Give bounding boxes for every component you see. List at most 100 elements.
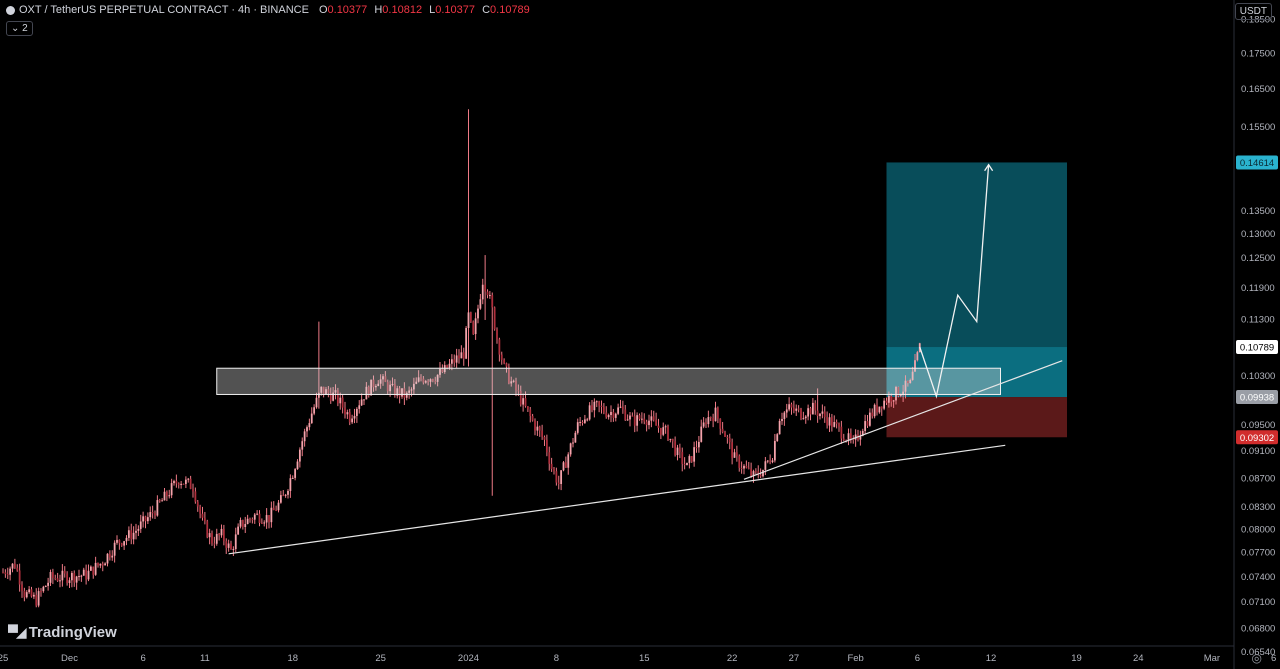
candle-body — [189, 478, 192, 489]
price-tick-label: 0.07400 — [1241, 572, 1275, 583]
tradingview-logo[interactable]: ▀◢ TradingView — [8, 624, 117, 641]
candle-body — [303, 431, 306, 442]
candle-body — [360, 399, 363, 406]
candle-body — [272, 507, 275, 511]
candle-body — [726, 436, 729, 438]
rising-trendline[interactable] — [743, 360, 1063, 480]
candle-body — [434, 381, 437, 383]
candle-body — [821, 411, 824, 414]
candle-body — [493, 307, 496, 330]
candle-body — [823, 411, 826, 418]
candle-body — [234, 534, 237, 550]
price-tick-label: 0.11900 — [1241, 283, 1275, 294]
price-tick-label: 0.06800 — [1241, 623, 1275, 634]
time-axis[interactable]: 25 Dec 6 11 18 25 2024 8 15 22 27 Feb 6 12 19 24 Mar 6 — [0, 645, 1276, 664]
currency-selector[interactable]: USDT — [1234, 3, 1272, 20]
candle-body — [524, 398, 527, 407]
candle-body — [401, 388, 403, 397]
candle-body — [569, 443, 572, 455]
candle-body — [35, 594, 38, 606]
symbol-title[interactable]: OXT / TetherUS PERPETUAL CONTRACT · 4h ·… — [19, 4, 309, 16]
position-zones[interactable] — [886, 162, 1068, 438]
candle-body — [339, 397, 342, 404]
time-tick-label: 27 — [789, 653, 800, 664]
support-trendline[interactable] — [228, 444, 1006, 555]
candle-body — [795, 408, 798, 411]
candle-body — [182, 483, 185, 485]
candle-body — [408, 390, 411, 393]
projection-path[interactable] — [919, 164, 990, 399]
candle-body — [97, 562, 99, 566]
candle-body — [424, 381, 427, 383]
tradingview-logo-icon: ▀◢ — [8, 624, 27, 640]
candle-body — [287, 490, 289, 495]
candle-body — [237, 526, 240, 535]
drawings[interactable] — [216, 163, 1063, 555]
candle-body — [629, 415, 631, 420]
candle-body — [830, 417, 833, 427]
candle-body — [895, 387, 897, 401]
chevron-down-icon: ⌄ — [11, 23, 20, 34]
candle-body — [139, 521, 142, 529]
candle-body — [871, 412, 874, 417]
candle-body — [911, 371, 914, 380]
candle-body — [465, 327, 468, 359]
candle-body — [68, 580, 71, 584]
price-axis[interactable]: 0.18500 0.17500 0.16500 0.15500 0.13500 0.130… — [1233, 0, 1275, 669]
high-label: H — [374, 4, 383, 16]
candle-body — [142, 516, 145, 522]
candle-body — [82, 569, 85, 576]
candle-body — [897, 387, 900, 396]
candle-body — [498, 339, 501, 355]
candle-body — [598, 401, 601, 406]
candle-body — [724, 432, 726, 437]
candle-body — [804, 416, 807, 419]
candle-body — [899, 394, 902, 396]
candle-body — [610, 411, 612, 416]
candle-body — [317, 392, 320, 398]
candle-body — [543, 436, 546, 440]
indicators-toggle[interactable]: ⌄ 2 — [6, 21, 33, 36]
candle-body — [308, 423, 311, 428]
settings-icon[interactable]: ◎ — [1251, 651, 1262, 665]
candle-body — [488, 294, 491, 296]
candle-body — [187, 478, 190, 480]
low-label: L — [429, 4, 436, 16]
candle-body — [671, 438, 674, 442]
candle-body — [268, 515, 270, 523]
candle-body — [377, 383, 380, 387]
candle-body — [389, 384, 392, 392]
candle-body — [861, 430, 864, 436]
candle-body — [534, 420, 536, 431]
time-tick-label: 6 — [915, 653, 920, 664]
candle-body — [170, 483, 173, 496]
candle-body — [614, 413, 617, 418]
price-tick-label: 0.18500 — [1241, 15, 1275, 26]
candle-body — [640, 418, 643, 420]
price-tick-label: 0.13500 — [1241, 206, 1275, 217]
candle-body — [574, 432, 577, 443]
candle-body — [291, 477, 294, 479]
candle-body — [626, 419, 629, 421]
candle-body — [633, 416, 636, 426]
stop-loss-zone[interactable] — [886, 397, 1068, 438]
price-tick-label: 0.09500 — [1241, 420, 1275, 431]
price-label-text: 0.09302 — [1240, 433, 1274, 444]
price-label-text: 0.09938 — [1240, 393, 1274, 404]
candle-body — [9, 568, 12, 575]
candle-body — [621, 406, 624, 410]
resistance-zone-box[interactable] — [216, 367, 1001, 395]
time-tick-label: 2024 — [458, 653, 479, 664]
candle-body — [249, 518, 251, 520]
price-tick-label: 0.06540 — [1241, 647, 1275, 658]
candle-body — [165, 491, 168, 497]
candle-body — [282, 495, 285, 497]
candle-body — [363, 399, 365, 401]
candle-body — [73, 573, 76, 583]
candle-body — [481, 284, 484, 300]
candle-body — [341, 397, 344, 408]
candle-body — [669, 438, 672, 440]
candle-body — [353, 415, 356, 419]
candle-body — [130, 530, 133, 540]
